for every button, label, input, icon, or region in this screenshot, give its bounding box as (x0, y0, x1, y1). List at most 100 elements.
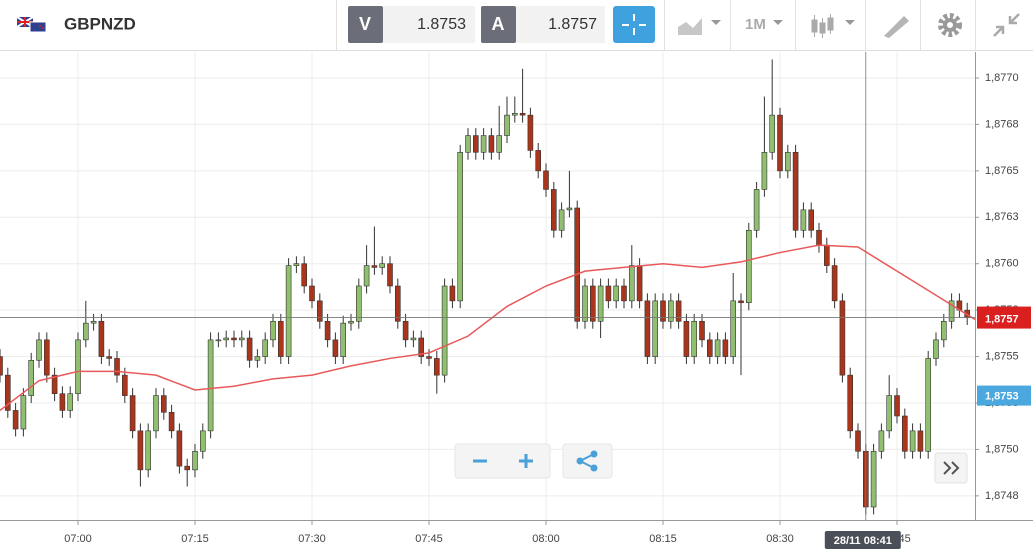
timeframe[interactable]: 1M (745, 16, 766, 33)
candle-body (667, 300, 674, 322)
ask-button[interactable] (481, 6, 516, 43)
x-tick-label: 07:15 (181, 533, 209, 545)
candle-body (5, 374, 11, 411)
candle-body (769, 114, 776, 153)
candle-body (348, 320, 354, 324)
bid-label[interactable]: V (359, 14, 371, 34)
candle-body (75, 339, 81, 395)
candle-body (901, 415, 908, 452)
candle-body (816, 229, 822, 246)
flag-icon (16, 16, 47, 33)
candle-body (192, 450, 198, 471)
candle-body (223, 337, 229, 341)
candle-body (28, 359, 35, 396)
settings-button[interactable] (938, 13, 962, 37)
candle-body (808, 209, 815, 231)
candle-body (940, 320, 947, 341)
candle-body (270, 320, 276, 341)
x-tick-label: 07:30 (298, 533, 326, 545)
candle-body (917, 430, 924, 452)
candle-body (67, 393, 73, 411)
y-tick-label: 1,8763 (985, 211, 1019, 223)
candle-body (886, 395, 893, 432)
crosshair-label: 28/11 08:41 (834, 535, 892, 547)
crosshair-icon (622, 14, 646, 35)
crosshair-button[interactable] (613, 6, 655, 43)
ask-box[interactable] (516, 6, 605, 43)
share-box (562, 443, 613, 479)
candle-body (129, 395, 136, 432)
candle-body (683, 320, 690, 357)
candle-body (449, 285, 456, 302)
x-tick-label: 08:00 (532, 533, 560, 545)
x-tick-label: 08:30 (766, 533, 794, 545)
candle-body (597, 285, 604, 322)
ask-label[interactable]: A (492, 14, 505, 34)
candle-body (363, 265, 370, 287)
candle-body (316, 300, 323, 322)
candle-body (410, 337, 417, 341)
x-tick-label: 07:00 (64, 533, 92, 545)
candle-body (753, 189, 760, 231)
candle-body (574, 207, 581, 322)
candle-body (43, 339, 50, 376)
scroll-right-button[interactable] (943, 461, 960, 475)
candle-body (106, 356, 112, 359)
bid-button[interactable] (348, 6, 383, 43)
dropdown-arrow[interactable] (773, 20, 783, 25)
y-tick-label: 1,8770 (985, 72, 1019, 84)
candle-body (839, 300, 846, 376)
candle-body (823, 244, 830, 266)
candle-body (847, 374, 854, 432)
candle-body (527, 114, 534, 151)
candle-body (20, 395, 27, 430)
candle-body (293, 263, 300, 266)
share-button[interactable] (576, 450, 598, 472)
candle-body (83, 322, 89, 341)
candle-body (114, 358, 120, 376)
candle-body (59, 393, 66, 411)
candle-body (301, 263, 308, 287)
candle-body (168, 411, 175, 432)
y-tick-label: 1,8765 (985, 165, 1019, 177)
zoom-in-button[interactable] (519, 454, 533, 468)
candle-body (387, 263, 393, 287)
candle-body (870, 450, 877, 508)
candle-body (652, 300, 659, 357)
candle-body (90, 320, 97, 324)
bid-box[interactable] (383, 6, 475, 43)
zoom-controls (454, 443, 968, 484)
candle-body (480, 135, 487, 153)
candle-body (394, 285, 401, 322)
collapse-button[interactable] (993, 13, 1020, 37)
candle-body (761, 151, 768, 190)
zoom-box (454, 443, 551, 479)
candle-body (215, 339, 222, 342)
candle-body (691, 320, 698, 357)
candle-body (324, 320, 331, 341)
candle-body (51, 374, 58, 395)
last-price-label: 1,8757 (985, 313, 1019, 325)
candle-body (200, 430, 206, 452)
candle-body (285, 265, 292, 357)
draw-tool-button[interactable] (884, 16, 909, 38)
candle-body (379, 263, 386, 268)
candle-body (504, 114, 510, 136)
candle-body (231, 337, 237, 341)
candle-body (0, 356, 3, 376)
candle-body (12, 410, 19, 430)
chart-type-button[interactable] (678, 18, 721, 35)
symbol[interactable]: GBPNZD (64, 14, 136, 33)
candle-body (948, 300, 955, 322)
candle-body (145, 430, 151, 471)
ask-price[interactable]: 1.8757 (548, 16, 597, 33)
candle-body (161, 395, 167, 413)
candle-body (706, 339, 713, 357)
bid-price-label: 1,8753 (985, 390, 1019, 402)
candle-body (933, 339, 939, 359)
candle-body (153, 395, 159, 432)
candle-style-button[interactable] (811, 14, 855, 38)
bid-price[interactable]: 1.8753 (417, 16, 466, 33)
candle-body (511, 112, 518, 116)
